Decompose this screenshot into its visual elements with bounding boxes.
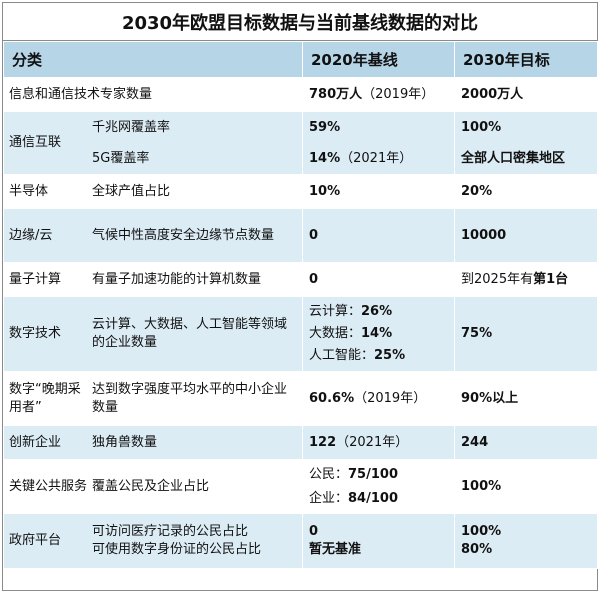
target-cell: 100% 80% — [454, 513, 598, 569]
subcategory-label: 有量子加速功能的计算机数量 — [92, 271, 262, 287]
category-label: 通信互联 — [9, 135, 62, 150]
category-label: 半导体 — [9, 183, 49, 199]
baseline-label: 云计算： — [309, 304, 362, 319]
baseline-cell: 60.6%（2019年） — [302, 371, 455, 426]
baseline-cell: 780万人（2019年） — [302, 77, 455, 112]
table-row: 创新企业 独角兽数量 122（2021年） 244 — [3, 425, 598, 460]
subcategory-label: 千兆网覆盖率 — [92, 119, 171, 135]
target-cell: 2000万人 — [454, 77, 598, 112]
baseline-note: （2019年） — [362, 86, 435, 102]
target-cell: 100% 全部人口密集地区 — [454, 111, 598, 175]
baseline-value: 14% — [361, 326, 393, 341]
target-cell: 244 — [454, 425, 598, 460]
category-label: 边缘/云 — [9, 227, 53, 243]
baseline-label: 大数据： — [309, 326, 362, 341]
subcategory-label: 独角兽数量 — [92, 434, 158, 450]
table-row: 半导体 全球产值占比 10% 20% — [3, 174, 598, 209]
row-category: 关键公共服务 覆盖公民及企业占比 — [3, 459, 303, 514]
row-category: 数字技术 云计算、大数据、人工智能等领域的企业数量 — [3, 296, 303, 372]
table-row: 边缘/云 气候中性高度安全边缘节点数量 0 10000 — [3, 208, 598, 263]
subcategory-label: 可使用数字身份证的公民占比 — [92, 542, 262, 557]
subcategory-label: 覆盖公民及企业占比 — [92, 478, 210, 494]
baseline-label: 公民： — [309, 466, 349, 482]
row-category: 政府平台 可访问医疗记录的公民占比 可使用数字身份证的公民占比 — [3, 513, 303, 569]
target-value: 80% — [461, 542, 493, 557]
target-value: 全部人口密集地区 — [461, 150, 566, 166]
target-cell: 90%以上 — [454, 371, 598, 426]
target-cell: 到2025年有第1台 — [454, 262, 598, 297]
subcategory-label: 气候中性高度安全边缘节点数量 — [92, 227, 275, 243]
category-label: 信息和通信技术专家数量 — [9, 86, 153, 102]
baseline-cell: 云计算：26% 大数据：14% 人工智能：25% — [302, 296, 455, 372]
table-row: 通信互联 千兆网覆盖率 5G覆盖率 59% 14%（2021年） — [3, 111, 598, 175]
table-row: 数字“晚期采用者” 达到数字强度平均水平的中小企业数量 60.6%（2019年）… — [3, 371, 598, 426]
target-value: 第1台 — [533, 271, 569, 287]
comparison-table: 分类 2020年基线 2030年目标 信息和通信技术专家数量 780万人（201… — [3, 41, 598, 569]
category-label: 数字“晚期采用者” — [9, 381, 81, 415]
subcategory-label: 5G覆盖率 — [92, 150, 150, 166]
subcategory-label: 可访问医疗记录的公民占比 — [92, 524, 249, 539]
row-category: 半导体 全球产值占比 — [3, 174, 303, 209]
header-category: 分类 — [3, 41, 303, 78]
baseline-value: 122 — [309, 434, 337, 450]
row-category: 边缘/云 气候中性高度安全边缘节点数量 — [3, 208, 303, 263]
target-cell: 10000 — [454, 208, 598, 263]
baseline-value: 84/100 — [348, 490, 398, 506]
target-value: 2000万人 — [461, 86, 524, 102]
target-prefix: 到2025年有 — [461, 271, 534, 287]
baseline-cell: 122（2021年） — [302, 425, 455, 460]
baseline-cell: 公民：75/100 企业：84/100 — [302, 459, 455, 514]
baseline-value: 26% — [361, 304, 393, 319]
category-label: 创新企业 — [9, 434, 62, 450]
row-category: 数字“晚期采用者” 达到数字强度平均水平的中小企业数量 — [3, 371, 303, 426]
baseline-note: （2019年） — [354, 390, 427, 406]
target-cell: 20% — [454, 174, 598, 209]
baseline-cell: 10% — [302, 174, 455, 209]
row-category: 量子计算 有量子加速功能的计算机数量 — [3, 262, 303, 297]
baseline-value: 59% — [309, 119, 341, 135]
table-row: 关键公共服务 覆盖公民及企业占比 公民：75/100 企业：84/100 100… — [3, 459, 598, 514]
row-category: 通信互联 千兆网覆盖率 5G覆盖率 — [3, 111, 303, 175]
table-row: 量子计算 有量子加速功能的计算机数量 0 到2025年有第1台 — [3, 262, 598, 297]
baseline-note: （2021年） — [336, 434, 409, 450]
target-cell: 75% — [454, 296, 598, 372]
category-label: 关键公共服务 — [9, 478, 88, 494]
header-baseline: 2020年基线 — [302, 41, 455, 78]
table-row: 政府平台 可访问医疗记录的公民占比 可使用数字身份证的公民占比 0 暂无基准 — [3, 513, 598, 569]
baseline-value: 暂无基准 — [309, 542, 362, 557]
baseline-cell: 0 — [302, 262, 455, 297]
category-label: 政府平台 — [9, 533, 62, 548]
baseline-value: 25% — [374, 348, 406, 363]
table-row: 信息和通信技术专家数量 780万人（2019年） 2000万人 — [3, 77, 598, 112]
row-category: 创新企业 独角兽数量 — [3, 425, 303, 460]
baseline-cell: 59% 14%（2021年） — [302, 111, 455, 175]
table-title: 2030年欧盟目标数据与当前基线数据的对比 — [3, 3, 597, 41]
baseline-value: 0 — [309, 524, 319, 539]
baseline-cell: 0 — [302, 208, 455, 263]
subcategory-label: 全球产值占比 — [92, 183, 171, 199]
target-value: 100% — [461, 524, 502, 539]
row-category: 信息和通信技术专家数量 — [3, 77, 303, 112]
category-label: 量子计算 — [9, 271, 62, 287]
subcategory-label: 云计算、大数据、人工智能等领域的企业数量 — [92, 317, 288, 350]
baseline-value: 780万人 — [309, 86, 363, 102]
target-value: 100% — [461, 119, 502, 135]
baseline-cell: 0 暂无基准 — [302, 513, 455, 569]
header-row: 分类 2020年基线 2030年目标 — [3, 41, 598, 78]
table-row: 数字技术 云计算、大数据、人工智能等领域的企业数量 云计算：26% 大数据：14… — [3, 296, 598, 372]
baseline-value: 60.6% — [309, 390, 355, 406]
subcategory-label: 达到数字强度平均水平的中小企业数量 — [92, 381, 288, 415]
header-target: 2030年目标 — [454, 41, 598, 78]
baseline-label: 人工智能： — [309, 348, 375, 363]
baseline-value: 14% — [309, 150, 341, 166]
baseline-note: （2021年） — [340, 150, 413, 166]
category-label: 数字技术 — [9, 326, 62, 341]
baseline-value: 75/100 — [348, 466, 398, 482]
target-cell: 100% — [454, 459, 598, 514]
baseline-label: 企业： — [309, 490, 349, 506]
